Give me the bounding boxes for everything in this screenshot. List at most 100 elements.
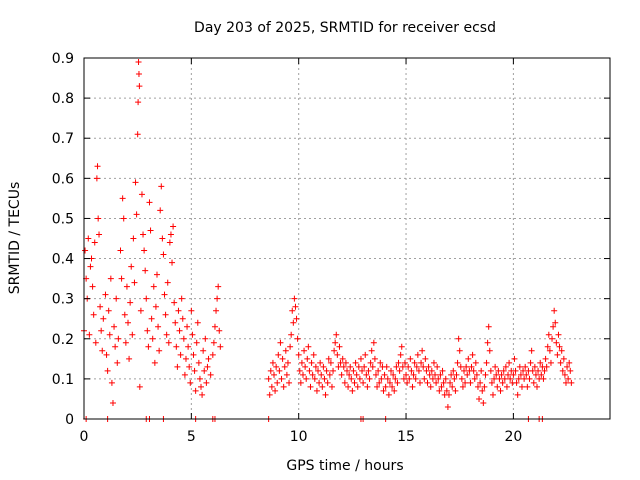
data-point [511, 355, 518, 362]
data-point [278, 375, 285, 382]
data-point [334, 351, 341, 358]
data-point [369, 363, 376, 370]
data-point [384, 375, 391, 382]
data-point [136, 383, 143, 390]
data-point [201, 367, 208, 374]
x-tick-label: 0 [80, 429, 89, 445]
data-point [523, 371, 530, 378]
data-point [150, 283, 157, 290]
data-point [370, 339, 377, 346]
data-point [413, 363, 420, 370]
data-point [436, 387, 443, 394]
data-point [97, 303, 104, 310]
data-point [217, 343, 224, 350]
data-point [113, 295, 120, 302]
data-point [356, 375, 363, 382]
axis-ticks: 0 0.1 0.2 0.3 0.4 0.5 0.6 0.7 0.8 0.9 0 5 10 15 20 [52, 51, 610, 445]
data-point [478, 367, 485, 374]
data-point [159, 235, 166, 242]
data-point [530, 379, 537, 386]
data-point [426, 371, 433, 378]
data-point [474, 383, 481, 390]
data-point [179, 315, 186, 322]
data-point [296, 367, 303, 374]
data-point [484, 339, 491, 346]
data-point [368, 347, 375, 354]
data-point [280, 383, 287, 390]
data-point [437, 371, 444, 378]
data-point [142, 267, 149, 274]
data-point [534, 383, 541, 390]
data-point [546, 347, 553, 354]
data-point [319, 383, 326, 390]
data-point [340, 363, 347, 370]
data-point [512, 367, 519, 374]
data-point [95, 215, 102, 222]
data-point [485, 323, 492, 330]
data-point [524, 383, 531, 390]
data-point [293, 315, 300, 322]
data-point [121, 311, 128, 318]
data-point [180, 335, 187, 342]
data-point [136, 83, 143, 90]
data-point [345, 383, 352, 390]
data-point [163, 331, 170, 338]
data-point [552, 319, 559, 326]
data-point [157, 207, 164, 214]
data-point [544, 343, 551, 350]
data-point [451, 375, 458, 382]
data-point [188, 307, 195, 314]
data-point [410, 371, 417, 378]
data-point [143, 295, 150, 302]
data-point [427, 383, 434, 390]
data-point [190, 351, 197, 358]
data-point [424, 379, 431, 386]
data-point [477, 379, 484, 386]
data-point [287, 343, 294, 350]
data-point [496, 375, 503, 382]
data-point [545, 331, 552, 338]
data-point [363, 371, 370, 378]
y-tick-label: 0.8 [52, 91, 74, 107]
x-axis-label: GPS time / hours [286, 458, 403, 474]
data-point [547, 359, 554, 366]
data-point [543, 363, 550, 370]
data-point [311, 375, 318, 382]
data-point [104, 367, 111, 374]
data-point [445, 391, 452, 398]
data-point [535, 367, 542, 374]
data-point [458, 375, 465, 382]
data-point [292, 303, 299, 310]
data-point [86, 331, 93, 338]
data-point [181, 371, 188, 378]
y-tick-label: 0.9 [52, 51, 74, 67]
data-point [192, 387, 199, 394]
data-point [568, 379, 575, 386]
data-point [152, 303, 159, 310]
data-point [521, 375, 528, 382]
data-point [174, 363, 181, 370]
data-point [502, 363, 509, 370]
data-point [335, 363, 342, 370]
data-point [290, 319, 297, 326]
data-point [167, 231, 174, 238]
data-point [489, 391, 496, 398]
data-point [145, 343, 152, 350]
data-point [500, 367, 507, 374]
data-point [423, 367, 430, 374]
data-point [419, 347, 426, 354]
data-point [332, 339, 339, 346]
data-point [273, 363, 280, 370]
data-point [522, 363, 529, 370]
data-point [360, 379, 367, 386]
data-point [135, 99, 142, 106]
data-point [550, 323, 557, 330]
data-point [401, 359, 408, 366]
data-point [321, 375, 328, 382]
data-point [433, 379, 440, 386]
plot-frame [83, 57, 611, 420]
data-point [541, 367, 548, 374]
data-point [165, 339, 172, 346]
data-point [554, 351, 561, 358]
data-point [310, 351, 317, 358]
